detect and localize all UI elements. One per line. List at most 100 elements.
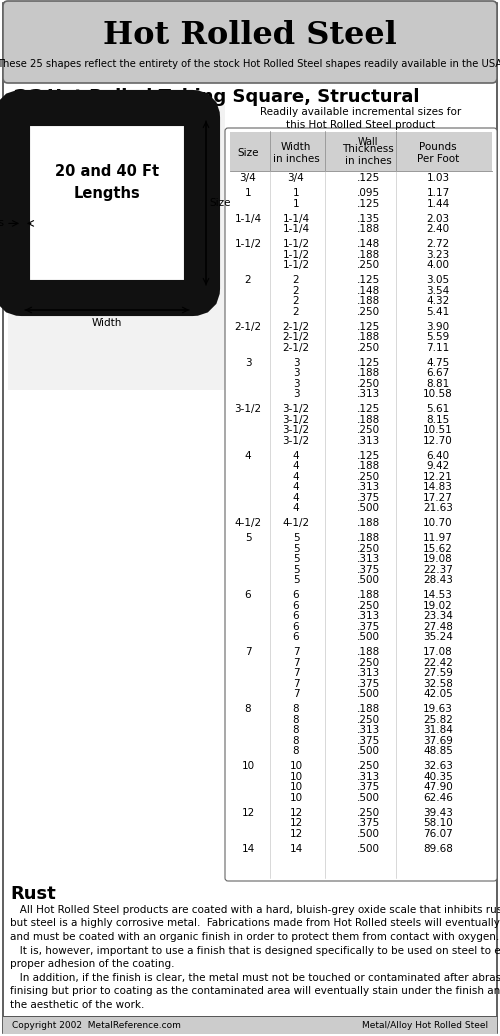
Text: 7: 7 [292,689,300,699]
Text: 6.67: 6.67 [426,368,450,378]
Text: .125: .125 [356,404,380,414]
Text: 3-1/2: 3-1/2 [282,436,310,445]
Text: .095: .095 [356,189,380,198]
Text: .188: .188 [356,224,380,234]
Text: .500: .500 [356,829,380,839]
Text: 8: 8 [292,715,300,725]
Text: 3.23: 3.23 [426,250,450,260]
Text: 7.11: 7.11 [426,343,450,352]
Text: .500: .500 [356,689,380,699]
Text: .188: .188 [356,296,380,307]
Text: 22.37: 22.37 [423,565,453,575]
Text: Copyright 2002  MetalReference.com: Copyright 2002 MetalReference.com [12,1020,181,1030]
Text: Metal/Alloy Hot Rolled Steel: Metal/Alloy Hot Rolled Steel [362,1020,488,1030]
Text: 2-1/2: 2-1/2 [282,343,310,352]
Text: 6: 6 [292,591,300,600]
Text: 76.07: 76.07 [423,829,453,839]
Text: 4.75: 4.75 [426,357,450,368]
Text: .375: .375 [356,565,380,575]
Text: 3-1/2: 3-1/2 [282,414,310,425]
Bar [3,1016,497,1034]
Text: .125: .125 [356,173,380,183]
Text: 10.51: 10.51 [423,425,453,435]
Text: 3/4: 3/4 [240,173,256,183]
Text: .313: .313 [356,390,380,399]
Text: 31.84: 31.84 [423,725,453,736]
Text: .188: .188 [356,534,380,543]
Text: 8: 8 [292,704,300,714]
Text: .313: .313 [356,668,380,679]
Text: 7: 7 [292,668,300,679]
Text: 5: 5 [244,534,252,543]
Text: .313: .313 [356,436,380,445]
Text: .375: .375 [356,493,380,502]
Text: 1-1/2: 1-1/2 [282,260,310,270]
Text: 20 and 40 Ft
Lengths: 20 and 40 Ft Lengths [55,164,159,201]
Text: Hot Rolled Steel: Hot Rolled Steel [103,21,397,52]
Text: .148: .148 [356,239,380,250]
Text: .188: .188 [356,368,380,378]
Text: .125: .125 [356,276,380,285]
Text: 4-1/2: 4-1/2 [282,518,310,528]
Text: Hot Rolled Tubing Square, Structural: Hot Rolled Tubing Square, Structural [47,88,420,106]
Text: 27.59: 27.59 [423,668,453,679]
Text: 12.70: 12.70 [423,436,453,445]
FancyBboxPatch shape [12,108,202,298]
Text: .125: .125 [356,322,380,332]
Text: but steel is a highly corrosive metal.  Fabrications made from Hot Rolled steels: but steel is a highly corrosive metal. F… [10,919,500,928]
Text: .135: .135 [356,213,380,224]
Text: .313: .313 [356,772,380,782]
Text: 2.40: 2.40 [426,224,450,234]
Text: 6: 6 [292,632,300,642]
Text: 14.83: 14.83 [423,482,453,492]
Text: .250: .250 [356,658,380,668]
Text: 39.43: 39.43 [423,808,453,817]
Text: Wall: Wall [358,137,378,147]
Text: 1: 1 [292,189,300,198]
Text: 3.05: 3.05 [426,276,450,285]
Text: In addition, if the finish is clear, the metal must not be touched or contaminat: In addition, if the finish is clear, the… [10,973,500,982]
Text: 1.44: 1.44 [426,199,450,208]
Text: 4-1/2: 4-1/2 [234,518,262,528]
Text: 7: 7 [292,648,300,657]
Text: 3: 3 [292,368,300,378]
Text: 2: 2 [292,307,300,317]
Text: .250: .250 [356,471,380,482]
Text: 19.02: 19.02 [423,601,453,611]
Text: .313: .313 [356,554,380,565]
Text: 3-1/2: 3-1/2 [234,404,262,414]
Text: .313: .313 [356,725,380,736]
Text: Size: Size [238,148,259,159]
Text: .250: .250 [356,544,380,554]
Text: Rust: Rust [10,885,56,903]
Text: 5.41: 5.41 [426,307,450,317]
Text: 1.17: 1.17 [426,189,450,198]
Text: 5: 5 [292,534,300,543]
Text: 47.90: 47.90 [423,782,453,793]
Text: .375: .375 [356,679,380,689]
Text: 8: 8 [292,736,300,746]
Text: 48.85: 48.85 [423,746,453,756]
Text: 1-1/4: 1-1/4 [234,213,262,224]
Text: 1: 1 [292,199,300,208]
Text: Width
in inches: Width in inches [272,142,320,164]
Text: 5.59: 5.59 [426,333,450,342]
Text: 8: 8 [244,704,252,714]
Text: .250: .250 [356,761,380,771]
Text: 2: 2 [244,276,252,285]
Text: .250: .250 [356,715,380,725]
FancyBboxPatch shape [225,128,497,881]
Text: 12: 12 [290,808,302,817]
Text: .250: .250 [356,379,380,388]
Text: 62.46: 62.46 [423,793,453,803]
Text: 3: 3 [292,357,300,368]
Text: 4: 4 [244,451,252,461]
Text: 4.32: 4.32 [426,296,450,307]
Text: 12: 12 [242,808,254,817]
Bar [8,105,225,390]
FancyBboxPatch shape [16,112,198,294]
Text: 7: 7 [292,658,300,668]
Text: 10: 10 [290,782,302,793]
Text: .375: .375 [356,736,380,746]
Text: .125: .125 [356,199,380,208]
